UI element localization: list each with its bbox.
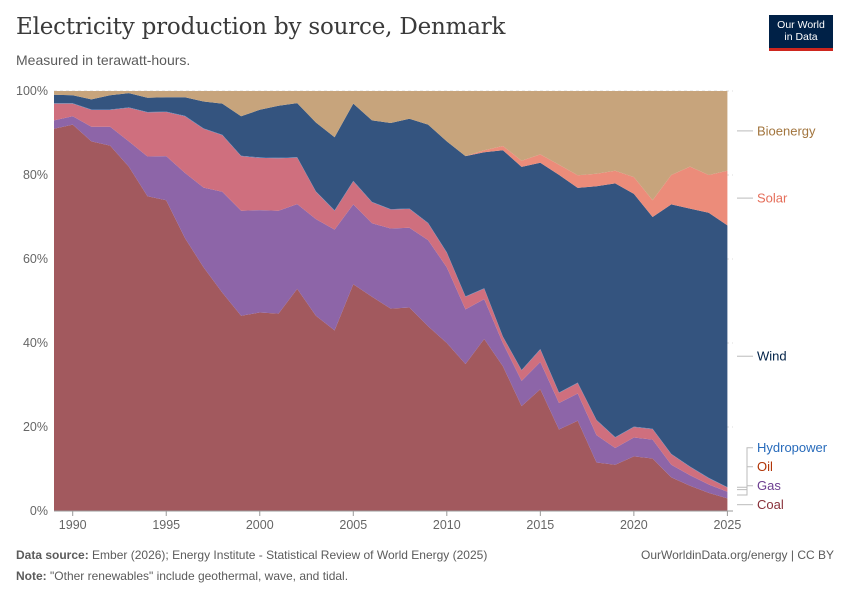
note-text: "Other renewables" include geothermal, w… [50,569,349,583]
area-bioenergy [54,91,728,201]
x-tick-label: 2025 [713,518,741,532]
stacked-area-chart: 0% 20% 40% 60% 80% 100% 1990 1995 2000 2005 2010 2… [16,84,828,532]
y-tick-label: 40% [23,336,48,350]
chart-title: Electricity production by source, Denmar… [16,14,506,40]
y-tick-label: 100% [16,84,48,98]
legend-item-wind: Wind [737,349,787,364]
legend-connector [737,485,753,496]
area-wind [54,93,728,488]
y-tick-label: 0% [30,504,48,518]
logo-line-1: Our World [777,19,825,31]
data-source-text[interactable]: Ember (2026); Energy Institute - Statist… [92,548,488,562]
area-oil [54,103,728,492]
y-tick-label: 20% [23,420,48,434]
legend: Coal Gas Oil Hydropower Wind Solar Bioenergy [737,123,828,512]
legend-connector [737,447,753,488]
legend-label: Gas [757,478,781,493]
x-tick-label: 1990 [59,518,87,532]
x-tick-label: 2005 [339,518,367,532]
note-line: Note: "Other renewables" include geother… [16,569,348,583]
chart-subtitle: Measured in terawatt-hours. [16,52,191,68]
legend-item-hydropower: Hydropower [737,440,828,488]
legend-label: Hydropower [757,440,828,455]
x-tick-label: 2015 [526,518,554,532]
area-coal [54,124,728,511]
owid-logo[interactable]: Our World in Data [769,15,833,51]
data-source-label: Data source: [16,548,89,562]
legend-item-bioenergy: Bioenergy [737,123,816,138]
data-source-line: Data source: Ember (2026); Energy Instit… [16,548,487,562]
y-tick-label: 60% [23,252,48,266]
legend-label: Bioenergy [757,123,816,138]
legend-item-coal: Coal [737,497,784,512]
x-tick-label: 2000 [246,518,274,532]
legend-label: Oil [757,459,773,474]
legend-label: Solar [757,191,788,206]
legend-label: Wind [757,349,787,364]
credit-link[interactable]: OurWorldinData.org/energy | CC BY [641,548,834,562]
x-tick-label: 1995 [152,518,180,532]
series-areas [54,91,728,511]
logo-line-2: in Data [784,31,818,43]
legend-item-solar: Solar [737,191,788,206]
x-tick-label: 2010 [433,518,461,532]
legend-label: Coal [757,497,784,512]
y-axis: 0% 20% 40% 60% 80% 100% [16,84,48,518]
area-gas [54,116,728,499]
x-tick-label: 2020 [620,518,648,532]
x-axis: 1990 1995 2000 2005 2010 2015 2020 2025 [54,510,741,532]
y-tick-label: 80% [23,168,48,182]
legend-item-gas: Gas [737,478,781,496]
note-label: Note: [16,569,47,583]
